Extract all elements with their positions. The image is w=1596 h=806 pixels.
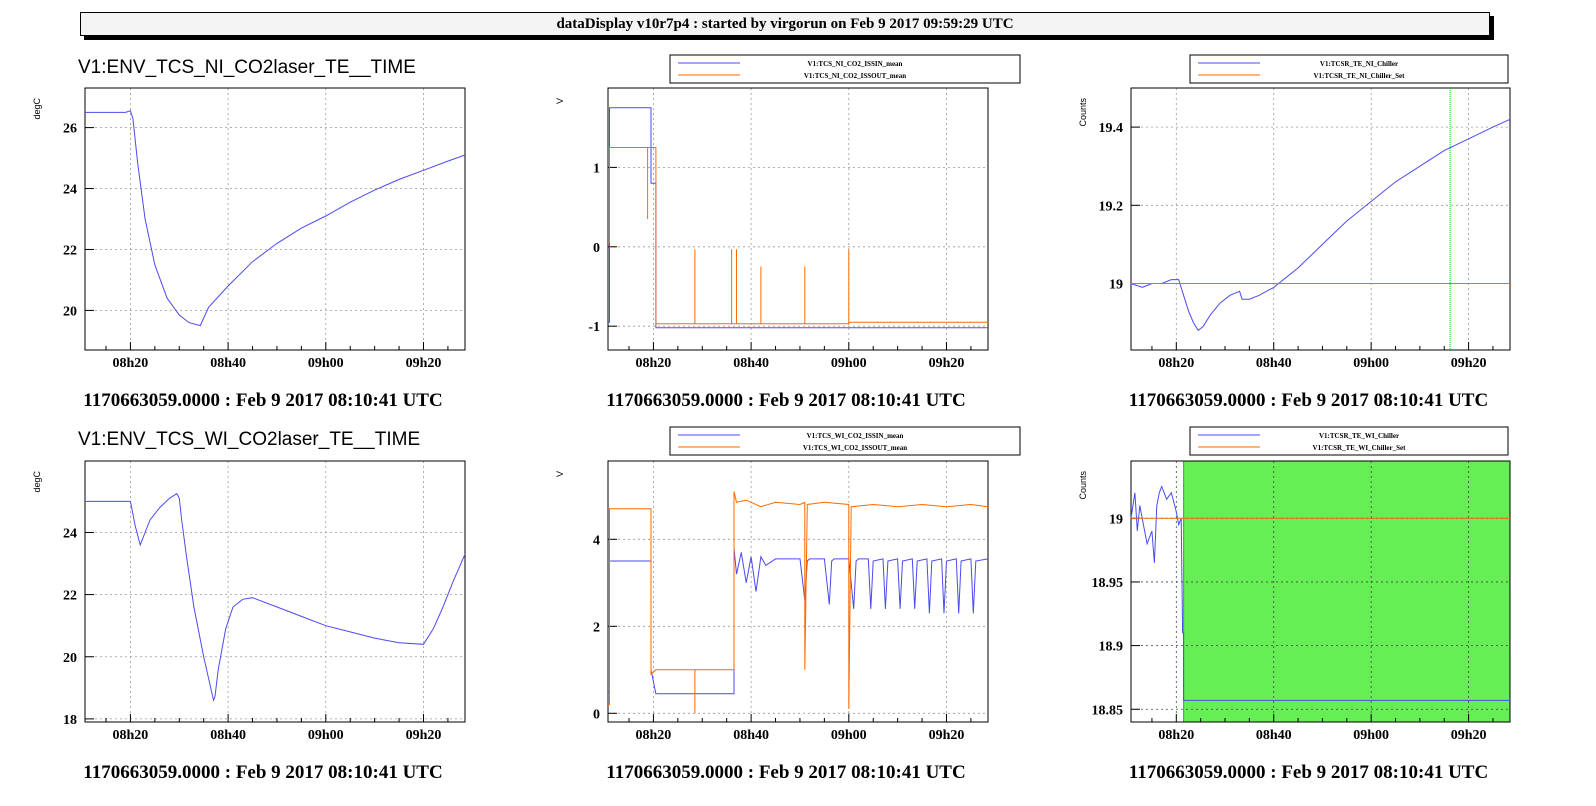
x-tick-label: 09h00 xyxy=(1353,356,1389,371)
chart-panel-2: 08h20 08h40 09h00 09h20 -1 0 1 V V1:TCS_NI_CO2_I… xyxy=(555,54,1021,411)
plot-frame xyxy=(1130,87,1511,351)
legend-label: V1:TCSR_TE_WI_Chiller_Set xyxy=(1313,444,1407,452)
series-line-1 xyxy=(1130,118,1511,332)
chart-panel-5: 08h20 08h40 09h00 09h20 0 2 4 V V1:TCS_WI_CO2_IS… xyxy=(555,426,1021,783)
x-tick-label: 08h20 xyxy=(1158,728,1194,743)
y-tick-label: 0 xyxy=(593,707,600,722)
chart-caption: 1170663059.0000 : Feb 9 2017 08:10:41 UT… xyxy=(83,390,442,411)
legend-label: V1:TCS_NI_CO2_ISSIN_mean xyxy=(808,60,903,68)
y-tick-label: 18 xyxy=(63,713,77,728)
series-line-2 xyxy=(608,147,988,325)
x-tick-label: 09h20 xyxy=(406,728,442,743)
chart-title: V1:ENV_TCS_WI_CO2laser_TE__TIME xyxy=(78,429,420,450)
x-tick-label: 09h20 xyxy=(929,728,965,743)
legend-label: V1:TCSR_TE_NI_Chiller_Set xyxy=(1313,72,1405,80)
y-tick-label: 1 xyxy=(593,161,600,176)
chart-panel-1: 08h20 08h40 09h00 09h20 20 22 24 26 degC V1:ENV_T… xyxy=(32,57,466,411)
legend-label: V1:TCS_WI_CO2_ISSOUT_mean xyxy=(803,444,907,452)
y-tick-label: 18.9 xyxy=(1099,640,1124,655)
page-header: dataDisplay v10r7p4 : started by virgoru… xyxy=(80,12,1490,36)
chart-panel-3: 08h20 08h40 09h00 09h20 19 19.2 19.4 Counts V1:T… xyxy=(1078,54,1511,411)
legend-box xyxy=(669,54,1021,84)
y-axis-label: V xyxy=(555,471,565,477)
x-tick-label: 09h20 xyxy=(929,356,965,371)
plot-frame xyxy=(607,460,989,723)
x-tick-label: 09h00 xyxy=(308,728,344,743)
y-tick-label: 4 xyxy=(593,533,600,548)
y-tick-label: 26 xyxy=(63,122,77,137)
series-line-1 xyxy=(608,107,988,329)
chart-caption: 1170663059.0000 : Feb 9 2017 08:10:41 UT… xyxy=(606,762,965,783)
legend: V1:TCSR_TE_NI_Chiller V1:TCSR_TE_NI_Chill… xyxy=(1189,54,1509,84)
y-axis-label: degC xyxy=(32,97,42,119)
plot-frame xyxy=(84,87,466,351)
y-axis-label: V xyxy=(555,98,565,104)
series-line-1 xyxy=(608,547,989,695)
legend-label: V1:TCSR_TE_NI_Chiller xyxy=(1320,60,1398,68)
series-line-1 xyxy=(1130,485,1510,701)
y-tick-label: 24 xyxy=(63,183,77,198)
y-tick-label: 18.85 xyxy=(1092,703,1124,718)
y-tick-label: 20 xyxy=(63,304,77,319)
header-title: dataDisplay v10r7p4 : started by virgoru… xyxy=(556,15,1014,32)
plot-frame xyxy=(1130,460,1511,723)
x-tick-label: 08h40 xyxy=(1256,728,1292,743)
y-tick-label: 19 xyxy=(1109,278,1123,293)
legend-label: V1:TCS_NI_CO2_ISSOUT_mean xyxy=(804,72,906,80)
legend-box xyxy=(1189,54,1509,84)
chart-caption: 1170663059.0000 : Feb 9 2017 08:10:41 UT… xyxy=(83,762,442,783)
y-tick-label: -1 xyxy=(588,320,600,335)
x-tick-label: 08h40 xyxy=(733,356,769,371)
x-tick-label: 09h00 xyxy=(1353,728,1389,743)
x-tick-label: 09h00 xyxy=(831,356,867,371)
y-tick-label: 20 xyxy=(63,651,77,666)
x-tick-label: 08h20 xyxy=(113,728,149,743)
y-axis-label: Counts xyxy=(1078,471,1088,500)
chart-caption: 1170663059.0000 : Feb 9 2017 08:10:41 UT… xyxy=(606,390,965,411)
x-tick-label: 09h00 xyxy=(831,728,867,743)
fill-region xyxy=(1183,460,1511,723)
legend: V1:TCS_WI_CO2_ISSIN_mean V1:TCS_WI_CO2_IS… xyxy=(669,426,1021,456)
x-tick-label: 08h20 xyxy=(636,728,672,743)
plot-frame xyxy=(607,87,989,351)
x-tick-label: 09h00 xyxy=(308,356,344,371)
x-tick-label: 08h20 xyxy=(1158,356,1194,371)
y-axis-label: Counts xyxy=(1078,98,1088,127)
y-tick-label: 19 xyxy=(1109,512,1123,527)
legend-label: V1:TCS_WI_CO2_ISSIN_mean xyxy=(807,432,904,440)
chart-panel-6: 08h20 08h40 09h00 09h20 18.85 18.9 18.95 19 Coun… xyxy=(1078,426,1511,783)
plot-frame xyxy=(84,460,466,723)
chart-caption: 1170663059.0000 : Feb 9 2017 08:10:41 UT… xyxy=(1129,390,1488,411)
series-line-1 xyxy=(85,110,466,327)
x-tick-label: 08h20 xyxy=(636,356,672,371)
legend-box xyxy=(669,426,1021,456)
legend: V1:TCSR_TE_WI_Chiller V1:TCSR_TE_WI_Chill… xyxy=(1189,426,1509,456)
y-tick-label: 2 xyxy=(593,620,600,635)
y-axis-label: degC xyxy=(32,470,42,492)
series-line-1 xyxy=(85,492,466,702)
y-tick-label: 19.4 xyxy=(1099,121,1124,136)
x-tick-label: 09h20 xyxy=(1451,356,1487,371)
legend: V1:TCS_NI_CO2_ISSIN_mean V1:TCS_NI_CO2_IS… xyxy=(669,54,1021,84)
chart-title: V1:ENV_TCS_NI_CO2laser_TE__TIME xyxy=(78,57,416,78)
x-tick-label: 08h40 xyxy=(733,728,769,743)
x-tick-label: 08h40 xyxy=(1256,356,1292,371)
y-tick-label: 22 xyxy=(63,243,77,258)
x-tick-label: 08h40 xyxy=(210,356,246,371)
legend-label: V1:TCSR_TE_WI_Chiller xyxy=(1319,432,1399,440)
y-tick-label: 0 xyxy=(593,241,600,256)
y-tick-label: 24 xyxy=(63,526,77,541)
x-tick-label: 08h40 xyxy=(210,728,246,743)
series-line-2 xyxy=(608,491,989,714)
y-tick-label: 22 xyxy=(63,589,77,604)
x-tick-label: 09h20 xyxy=(1451,728,1487,743)
chart-caption: 1170663059.0000 : Feb 9 2017 08:10:41 UT… xyxy=(1129,762,1488,783)
y-tick-label: 18.95 xyxy=(1092,576,1124,591)
legend-box xyxy=(1189,426,1509,456)
y-tick-label: 19.2 xyxy=(1099,199,1124,214)
chart-panel-4: 08h20 08h40 09h00 09h20 18 20 22 24 degC V1:ENV_T… xyxy=(32,429,466,783)
x-tick-label: 09h20 xyxy=(406,356,442,371)
x-tick-label: 08h20 xyxy=(113,356,149,371)
